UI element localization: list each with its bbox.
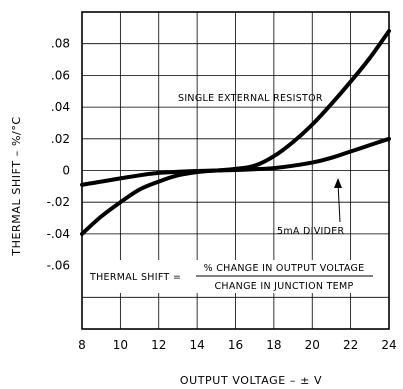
- y-tick-label: -.02: [47, 195, 70, 209]
- x-tick-label: 22: [343, 338, 358, 352]
- x-tick-label: 14: [189, 338, 204, 352]
- divider-leader-line: [337, 182, 341, 223]
- y-tick-labels: .08 .06 .04 .02 0 -.02 -.04 -.06: [47, 37, 70, 273]
- plot-frame: [81, 11, 390, 330]
- x-tick-label: 18: [266, 338, 281, 352]
- x-tick-label: 20: [305, 338, 320, 352]
- formula-lhs: THERMAL SHIFT =: [89, 272, 181, 283]
- x-tick-label: 12: [151, 338, 166, 352]
- x-tick-label: 24: [381, 338, 396, 352]
- formula-numerator: % CHANGE IN OUTPUT VOLTAGE: [204, 263, 365, 274]
- y-tick-label: .08: [51, 37, 70, 51]
- y-tick-label: .02: [51, 132, 70, 146]
- divider-leader-arrowhead: [334, 178, 342, 188]
- annotations: SINGLE EXTERNAL RESISTOR 5mA DIVIDER THE…: [82, 93, 389, 293]
- series-label-5ma-divider: 5mA DIVIDER: [277, 226, 345, 237]
- y-axis-title: THERMAL SHIFT – %/°C: [10, 116, 23, 256]
- y-tick-label: -.04: [47, 227, 70, 241]
- x-tick-labels: 8 10 12 14 16 18 20 22 24: [78, 338, 396, 352]
- formula-denominator: CHANGE IN JUNCTION TEMP: [214, 281, 353, 292]
- y-tick-label: .04: [51, 100, 70, 114]
- x-tick-label: 8: [78, 338, 86, 352]
- x-tick-label: 10: [113, 338, 128, 352]
- y-tick-label: .06: [51, 68, 70, 82]
- curves: [80, 29, 391, 236]
- y-tick-label: -.06: [47, 259, 70, 273]
- x-tick-label: 16: [228, 338, 243, 352]
- y-tick-label: 0: [62, 164, 70, 178]
- five-ma-divider-curve: [80, 136, 391, 187]
- x-axis-title: OUTPUT VOLTAGE – ± V: [180, 374, 322, 387]
- series-label-single-external-resistor: SINGLE EXTERNAL RESISTOR: [178, 93, 323, 104]
